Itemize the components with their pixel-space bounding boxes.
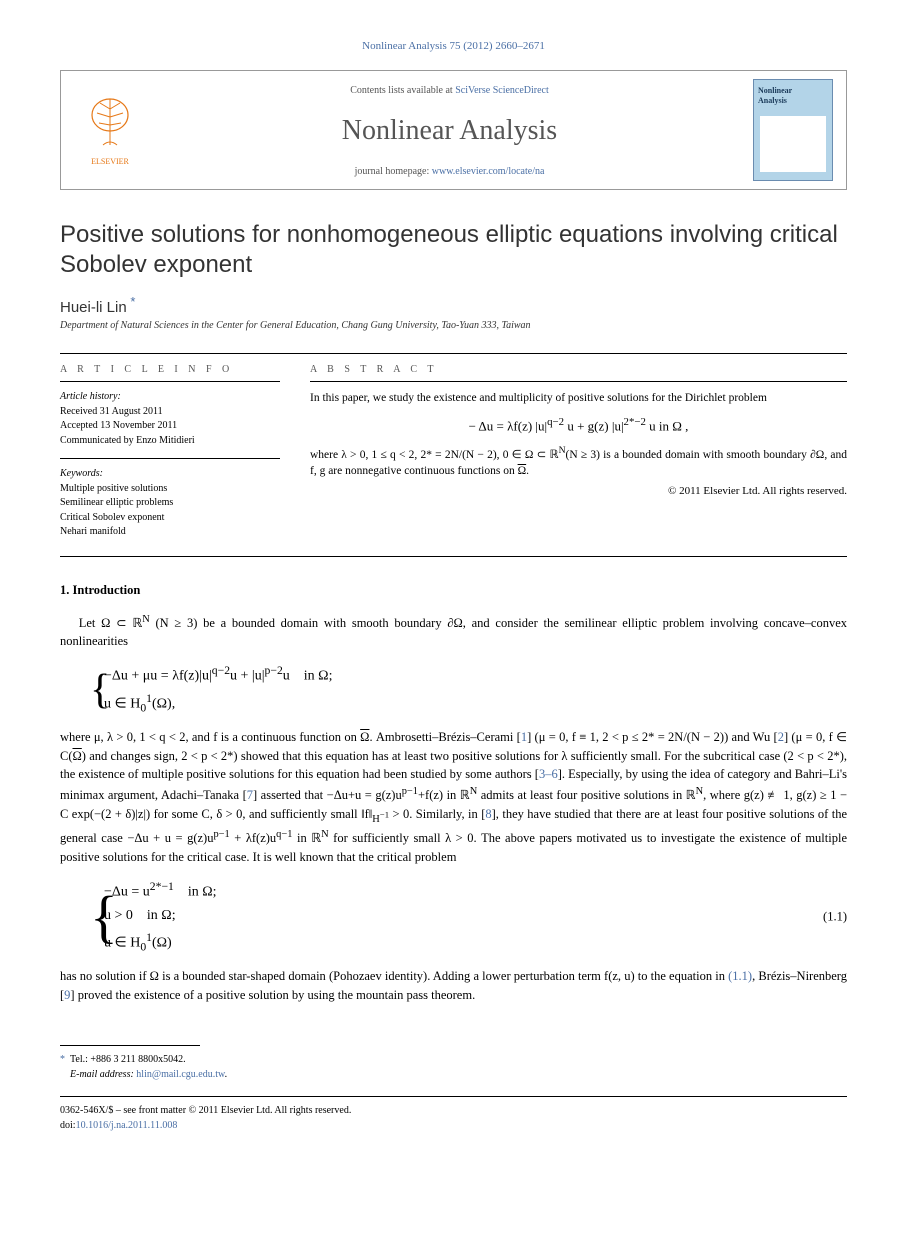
eq2-line3: u ∈ H01(Ω) bbox=[104, 928, 847, 957]
ref-2[interactable]: 2 bbox=[778, 730, 784, 744]
display-equation-2: { −Δu = u2*−1 in Ω; u > 0 in Ω; u ∈ H01(… bbox=[104, 877, 847, 958]
ref-3-6[interactable]: 3–6 bbox=[539, 767, 558, 781]
tree-icon bbox=[83, 95, 137, 155]
footnote-tel: * Tel.: +886 3 211 8800x5042. bbox=[60, 1052, 847, 1067]
keyword-1: Multiple positive solutions bbox=[60, 482, 280, 497]
history-head: Article history: bbox=[60, 390, 280, 405]
keyword-4: Nehari manifold bbox=[60, 525, 280, 540]
article-info-block: Article history: Received 31 August 2011… bbox=[60, 390, 280, 540]
keyword-3: Critical Sobolev exponent bbox=[60, 511, 280, 526]
abstract-body: In this paper, we study the existence an… bbox=[310, 390, 847, 500]
cover-title-2: Analysis bbox=[758, 96, 787, 105]
publisher-name: ELSEVIER bbox=[91, 157, 129, 166]
abstract-p1: In this paper, we study the existence an… bbox=[310, 390, 847, 407]
journal-name: Nonlinear Analysis bbox=[169, 115, 730, 147]
intro-p2: where μ, λ > 0, 1 < q < 2, and f is a co… bbox=[60, 728, 847, 867]
info-divider bbox=[60, 458, 280, 459]
author-line: Huei-li Lin * bbox=[60, 294, 847, 316]
intro-p3: has no solution if Ω is a bounded star-s… bbox=[60, 967, 847, 1005]
abstract-equation: − Δu = λf(z) |u|q−2 u + g(z) |u|2*−2 u i… bbox=[310, 415, 847, 436]
rule-below-abstract bbox=[60, 556, 847, 557]
eq2-line1: −Δu = u2*−1 in Ω; bbox=[104, 877, 847, 904]
info-abstract-row: A R T I C L E I N F O Article history: R… bbox=[60, 354, 847, 540]
brace-icon: { bbox=[90, 661, 110, 718]
bottom-rule bbox=[60, 1096, 847, 1097]
ref-7[interactable]: 7 bbox=[247, 788, 253, 802]
contents-prefix: Contents lists available at bbox=[350, 85, 455, 96]
contents-line: Contents lists available at SciVerse Sci… bbox=[169, 85, 730, 96]
keyword-2: Semilinear elliptic problems bbox=[60, 496, 280, 511]
abstract-p2: where λ > 0, 1 ≤ q < 2, 2* = 2N/(N − 2),… bbox=[310, 444, 847, 480]
footnote-separator bbox=[60, 1045, 200, 1046]
ref-1[interactable]: 1 bbox=[521, 730, 527, 744]
top-citation: Nonlinear Analysis 75 (2012) 2660–2671 bbox=[60, 40, 847, 52]
abstract-heading: A B S T R A C T bbox=[310, 354, 847, 382]
cover-cell: Nonlinear Analysis bbox=[740, 71, 846, 189]
equation-number-1-1: (1.1) bbox=[823, 908, 847, 927]
ref-eq-1-1[interactable]: (1.1) bbox=[728, 969, 752, 983]
header-center: Contents lists available at SciVerse Sci… bbox=[159, 71, 740, 189]
affiliation: Department of Natural Sciences in the Ce… bbox=[60, 320, 847, 331]
intro-body: Let Ω ⊂ ℝN (N ≥ 3) be a bounded domain w… bbox=[60, 612, 847, 1005]
received-date: Received 31 August 2011 bbox=[60, 405, 280, 420]
journal-cover-thumb: Nonlinear Analysis bbox=[753, 79, 833, 181]
star-icon: * bbox=[60, 1054, 65, 1065]
sciencedirect-link[interactable]: SciVerse ScienceDirect bbox=[455, 85, 549, 96]
accepted-date: Accepted 13 November 2011 bbox=[60, 419, 280, 434]
bottom-info: 0362-546X/$ – see front matter © 2011 El… bbox=[60, 1103, 847, 1133]
journal-header: ELSEVIER Contents lists available at Sci… bbox=[60, 70, 847, 190]
article-info-col: A R T I C L E I N F O Article history: R… bbox=[60, 354, 280, 540]
doi-label: doi: bbox=[60, 1120, 76, 1131]
email-link[interactable]: hlin@mail.cgu.edu.tw bbox=[136, 1069, 224, 1080]
homepage-link[interactable]: www.elsevier.com/locate/na bbox=[432, 166, 545, 177]
intro-p1: Let Ω ⊂ ℝN (N ≥ 3) be a bounded domain w… bbox=[60, 612, 847, 652]
article-info-heading: A R T I C L E I N F O bbox=[60, 354, 280, 382]
keywords-head: Keywords: bbox=[60, 467, 280, 482]
brace-icon: { bbox=[90, 877, 118, 958]
eq2-line2: u > 0 in Ω; bbox=[104, 904, 847, 928]
cover-title-1: Nonlinear bbox=[758, 86, 792, 95]
article-title: Positive solutions for nonhomogeneous el… bbox=[60, 220, 847, 280]
communicated-by: Communicated by Enzo Mitidieri bbox=[60, 434, 280, 449]
page-root: Nonlinear Analysis 75 (2012) 2660–2671 E… bbox=[0, 0, 907, 1193]
ref-9[interactable]: 9 bbox=[64, 988, 70, 1002]
eq1-line2: u ∈ H01(Ω), bbox=[104, 689, 847, 718]
doi-line: doi:10.1016/j.na.2011.11.008 bbox=[60, 1118, 847, 1133]
publisher-logo-cell: ELSEVIER bbox=[61, 71, 159, 189]
corresponding-star-icon: * bbox=[127, 294, 136, 309]
doi-link[interactable]: 10.1016/j.na.2011.11.008 bbox=[76, 1120, 178, 1131]
footnote-block: * Tel.: +886 3 211 8800x5042. E-mail add… bbox=[60, 1052, 847, 1082]
cover-inner bbox=[760, 116, 826, 172]
eq1-line1: −Δu + μu = λf(z)|u|q−2u + |u|p−2u in Ω; bbox=[104, 661, 847, 688]
ref-8[interactable]: 8 bbox=[485, 807, 491, 821]
footnote-email: E-mail address: hlin@mail.cgu.edu.tw. bbox=[60, 1067, 847, 1082]
author-name: Huei-li Lin bbox=[60, 299, 127, 316]
display-equation-2-wrap: { −Δu = u2*−1 in Ω; u > 0 in Ω; u ∈ H01(… bbox=[60, 877, 847, 958]
elsevier-logo: ELSEVIER bbox=[83, 95, 137, 166]
tel-text: Tel.: +886 3 211 8800x5042. bbox=[70, 1054, 186, 1065]
abstract-copyright: © 2011 Elsevier Ltd. All rights reserved… bbox=[310, 484, 847, 500]
display-equation-1: { −Δu + μu = λf(z)|u|q−2u + |u|p−2u in Ω… bbox=[104, 661, 847, 718]
section-1-heading: 1. Introduction bbox=[60, 583, 847, 598]
email-label: E-mail address: bbox=[70, 1069, 134, 1080]
homepage-prefix: journal homepage: bbox=[355, 166, 432, 177]
front-matter-line: 0362-546X/$ – see front matter © 2011 El… bbox=[60, 1103, 847, 1118]
citation-link[interactable]: Nonlinear Analysis 75 (2012) 2660–2671 bbox=[362, 40, 545, 52]
homepage-line: journal homepage: www.elsevier.com/locat… bbox=[169, 166, 730, 177]
abstract-col: A B S T R A C T In this paper, we study … bbox=[310, 354, 847, 540]
